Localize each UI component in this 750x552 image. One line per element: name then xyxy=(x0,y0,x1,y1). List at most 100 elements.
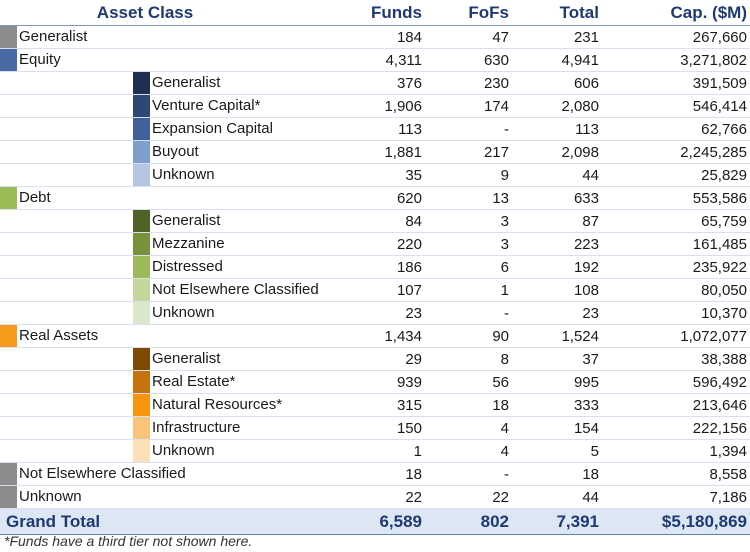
fofs-cell: 90 xyxy=(425,324,515,348)
fofs-cell: 4 xyxy=(425,416,515,440)
color-swatch xyxy=(133,371,150,393)
fofs-cell: 4 xyxy=(425,439,515,463)
asset-class-label: Unknown xyxy=(152,304,215,321)
funds-cell: 29 xyxy=(340,347,425,371)
cap-cell: 267,660 xyxy=(605,25,750,49)
funds-cell: 1,906 xyxy=(340,94,425,118)
asset-class-cell: Generalist xyxy=(0,71,340,95)
cap-cell: 80,050 xyxy=(605,278,750,302)
funds-cell: 1,881 xyxy=(340,140,425,164)
cap-cell: 161,485 xyxy=(605,232,750,256)
category-row: Equity 4,311 630 4,941 3,271,802 xyxy=(0,48,750,72)
total-cell: 223 xyxy=(515,232,605,256)
asset-class-table: Asset Class Funds FoFs Total Cap. ($M) G… xyxy=(0,0,750,535)
funds-cell: 620 xyxy=(340,186,425,210)
subcategory-row: Generalist 29 8 37 38,388 xyxy=(0,347,750,371)
total-cell: 23 xyxy=(515,301,605,325)
funds-cell: 22 xyxy=(340,485,425,509)
grand-total-label: Grand Total xyxy=(0,508,340,535)
color-swatch xyxy=(133,95,150,117)
funds-cell: 84 xyxy=(340,209,425,233)
fofs-cell: - xyxy=(425,117,515,141)
grand-total-fofs: 802 xyxy=(425,508,515,535)
color-swatch xyxy=(0,486,17,508)
color-swatch xyxy=(133,141,150,163)
color-swatch xyxy=(133,164,150,186)
category-row: Real Assets 1,434 90 1,524 1,072,077 xyxy=(0,324,750,348)
fofs-cell: 3 xyxy=(425,209,515,233)
total-cell: 154 xyxy=(515,416,605,440)
asset-class-cell: Expansion Capital xyxy=(0,117,340,141)
total-cell: 192 xyxy=(515,255,605,279)
asset-class-cell: Not Elsewhere Classified xyxy=(0,278,340,302)
funds-cell: 18 xyxy=(340,462,425,486)
funds-cell: 35 xyxy=(340,163,425,187)
cap-cell: 546,414 xyxy=(605,94,750,118)
funds-cell: 4,311 xyxy=(340,48,425,72)
asset-class-cell: Generalist xyxy=(0,347,340,371)
subcategory-row: Generalist 84 3 87 65,759 xyxy=(0,209,750,233)
subcategory-row: Distressed 186 6 192 235,922 xyxy=(0,255,750,279)
cap-cell: 65,759 xyxy=(605,209,750,233)
fofs-cell: 3 xyxy=(425,232,515,256)
total-cell: 606 xyxy=(515,71,605,95)
fofs-cell: 230 xyxy=(425,71,515,95)
funds-cell: 1,434 xyxy=(340,324,425,348)
total-cell: 37 xyxy=(515,347,605,371)
total-cell: 18 xyxy=(515,462,605,486)
cap-cell: 38,388 xyxy=(605,347,750,371)
asset-class-label: Buyout xyxy=(152,143,199,160)
cap-cell: 62,766 xyxy=(605,117,750,141)
asset-class-cell: Debt xyxy=(0,186,340,210)
fofs-cell: 22 xyxy=(425,485,515,509)
total-cell: 2,098 xyxy=(515,140,605,164)
funds-cell: 150 xyxy=(340,416,425,440)
asset-class-cell: Mezzanine xyxy=(0,232,340,256)
subcategory-row: Natural Resources* 315 18 333 213,646 xyxy=(0,393,750,417)
cap-cell: 3,271,802 xyxy=(605,48,750,72)
total-cell: 113 xyxy=(515,117,605,141)
cap-cell: 2,245,285 xyxy=(605,140,750,164)
header-row: Asset Class Funds FoFs Total Cap. ($M) xyxy=(0,0,750,26)
asset-class-label: Expansion Capital xyxy=(152,120,273,137)
grand-total-row: Grand Total 6,589 802 7,391 $5,180,869 xyxy=(0,508,750,535)
color-swatch xyxy=(133,417,150,439)
asset-class-label: Natural Resources* xyxy=(152,396,283,413)
subcategory-row: Buyout 1,881 217 2,098 2,245,285 xyxy=(0,140,750,164)
total-cell: 995 xyxy=(515,370,605,394)
color-swatch xyxy=(133,210,150,232)
funds-cell: 107 xyxy=(340,278,425,302)
asset-class-label: Equity xyxy=(19,51,61,68)
asset-class-cell: Unknown xyxy=(0,485,340,509)
cap-cell: 1,072,077 xyxy=(605,324,750,348)
category-row: Unknown 22 22 44 7,186 xyxy=(0,485,750,509)
color-swatch xyxy=(0,325,17,347)
cap-cell: 391,509 xyxy=(605,71,750,95)
total-cell: 333 xyxy=(515,393,605,417)
color-swatch xyxy=(133,72,150,94)
subcategory-row: Unknown 35 9 44 25,829 xyxy=(0,163,750,187)
subcategory-row: Unknown 23-23 10,370 xyxy=(0,301,750,325)
cap-cell: 10,370 xyxy=(605,301,750,325)
asset-class-label: Unknown xyxy=(152,166,215,183)
asset-class-cell: Natural Resources* xyxy=(0,393,340,417)
cap-cell: 213,646 xyxy=(605,393,750,417)
subcategory-row: Generalist 376 230 606 391,509 xyxy=(0,71,750,95)
subcategory-row: Mezzanine 220 3 223 161,485 xyxy=(0,232,750,256)
total-cell: 231 xyxy=(515,25,605,49)
color-swatch xyxy=(0,49,17,71)
header-funds: Funds xyxy=(340,0,425,26)
asset-class-cell: Unknown xyxy=(0,439,340,463)
fofs-cell: 8 xyxy=(425,347,515,371)
fofs-cell: 9 xyxy=(425,163,515,187)
asset-class-cell: Venture Capital* xyxy=(0,94,340,118)
asset-class-label: Real Estate* xyxy=(152,373,236,390)
fofs-cell: 1 xyxy=(425,278,515,302)
fofs-cell: 47 xyxy=(425,25,515,49)
total-cell: 4,941 xyxy=(515,48,605,72)
fofs-cell: 174 xyxy=(425,94,515,118)
header-fofs: FoFs xyxy=(425,0,515,26)
asset-class-label: Generalist xyxy=(152,212,221,229)
fofs-cell: 13 xyxy=(425,186,515,210)
cap-cell: 1,394 xyxy=(605,439,750,463)
